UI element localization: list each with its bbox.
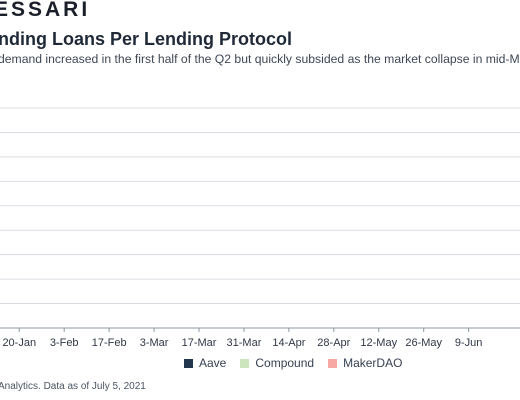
legend-item-makerdao: MakerDAO — [328, 356, 402, 370]
x-tick-label: 12-May — [360, 337, 397, 349]
legend-swatch-aave — [184, 358, 193, 368]
legend-item-compound: Compound — [240, 356, 314, 370]
source-note: Analytics. Data as of July 5, 2021 — [0, 381, 146, 392]
chart-legend: Aave Compound MakerDAO — [184, 356, 402, 370]
x-tick-label: 31-Mar — [227, 337, 262, 349]
x-tick-label: 14-Apr — [272, 337, 305, 349]
x-tick-label: 3-Mar — [140, 337, 169, 349]
chart-title: nding Loans Per Lending Protocol — [0, 29, 293, 49]
x-tick-label: 20-Jan — [2, 337, 36, 349]
chart-subtitle: demand increased in the first half of th… — [0, 52, 520, 66]
legend-swatch-makerdao — [328, 358, 338, 368]
x-tick-label: 26-May — [405, 337, 442, 349]
brand-logo: ESSARI — [0, 0, 91, 21]
legend-label-compound: Compound — [255, 356, 315, 370]
x-tick-label: 9-Jun — [455, 337, 483, 349]
x-tick-label: 28-Apr — [317, 337, 350, 349]
x-tick-label: 17-Mar — [182, 337, 217, 349]
legend-label-makerdao: MakerDAO — [343, 356, 403, 370]
x-tick-label: 3-Feb — [50, 337, 79, 349]
legend-label-aave: Aave — [199, 356, 227, 370]
x-tick-label: 17-Feb — [92, 337, 127, 349]
legend-item-aave: Aave — [184, 356, 226, 370]
legend-swatch-compound — [240, 358, 250, 368]
